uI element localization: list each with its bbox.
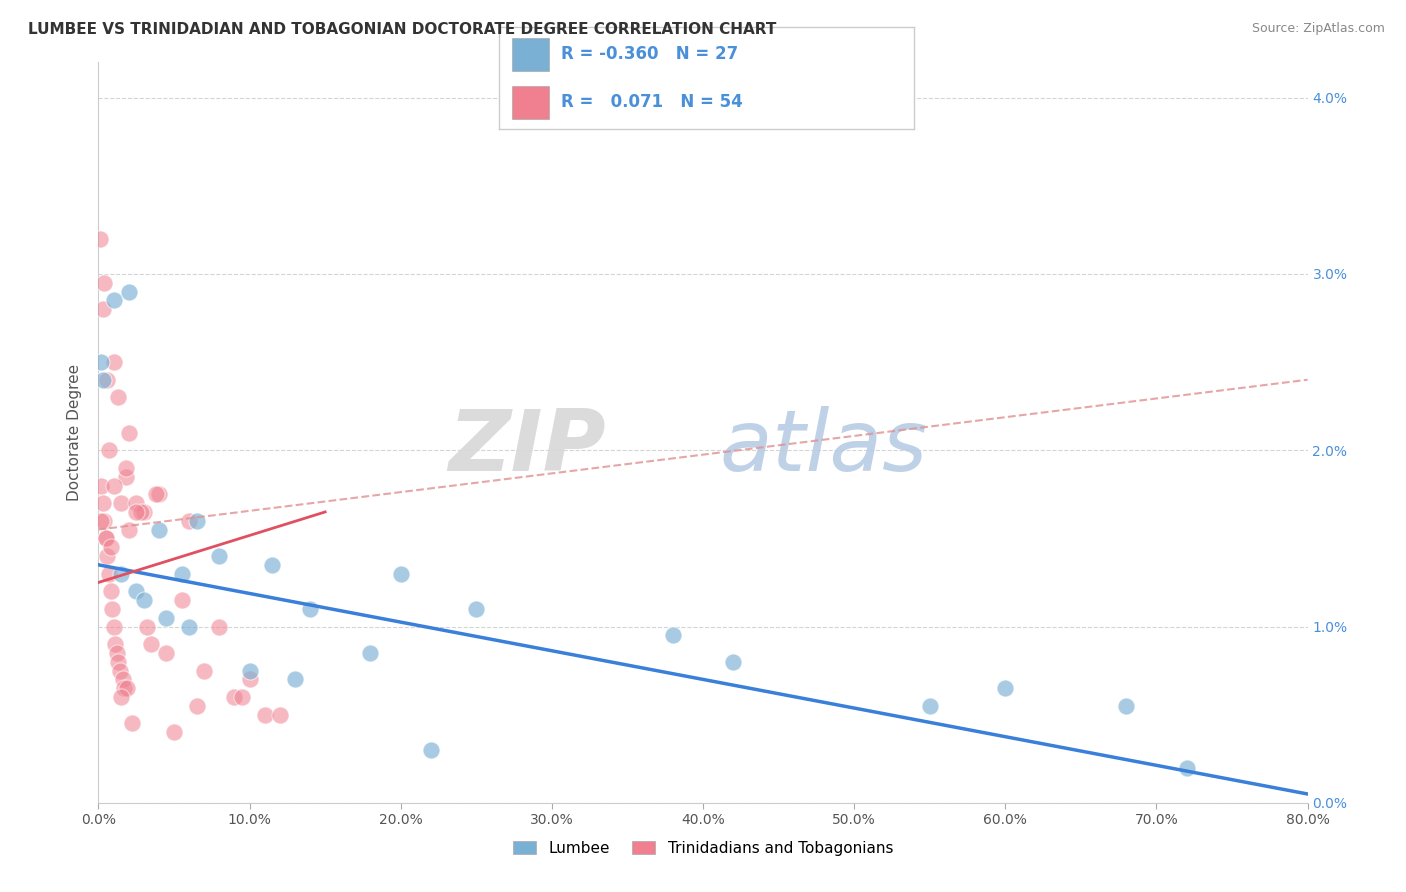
Point <box>155 610 177 624</box>
Point <box>145 487 167 501</box>
Point <box>110 566 132 581</box>
Point <box>420 743 443 757</box>
Point <box>135 619 157 633</box>
Point <box>186 698 208 713</box>
Point <box>93 276 115 290</box>
Point <box>103 293 125 308</box>
Point <box>110 690 132 704</box>
Point <box>108 664 131 678</box>
Point <box>90 514 112 528</box>
Point <box>100 584 122 599</box>
Point <box>132 505 155 519</box>
Point <box>111 673 134 687</box>
Point <box>107 390 129 404</box>
Point <box>118 523 141 537</box>
Point <box>114 469 136 483</box>
Point <box>155 646 177 660</box>
Point <box>994 681 1017 696</box>
Point <box>100 540 122 554</box>
Point <box>389 566 412 581</box>
Point <box>91 302 114 317</box>
Point <box>118 285 141 299</box>
Point <box>208 549 231 563</box>
Point <box>239 664 262 678</box>
Point <box>661 628 683 642</box>
Point <box>103 619 125 633</box>
Point <box>148 523 170 537</box>
Point <box>148 487 170 501</box>
Point <box>132 593 155 607</box>
Point <box>163 725 186 739</box>
Y-axis label: Doctorate Degree: Doctorate Degree <box>67 364 83 501</box>
Point <box>112 681 135 696</box>
Point <box>89 232 111 246</box>
Point <box>170 593 193 607</box>
Point <box>224 690 246 704</box>
Point <box>98 443 121 458</box>
Point <box>253 707 276 722</box>
Point <box>125 496 148 510</box>
Point <box>94 532 117 546</box>
Point <box>96 549 118 563</box>
Point <box>129 505 152 519</box>
Point <box>90 478 112 492</box>
Point <box>103 478 125 492</box>
Point <box>98 566 121 581</box>
Point <box>121 716 143 731</box>
FancyBboxPatch shape <box>512 87 548 119</box>
Text: R =   0.071   N = 54: R = 0.071 N = 54 <box>561 93 744 111</box>
Point <box>284 673 307 687</box>
Point <box>1115 698 1137 713</box>
Point <box>918 698 941 713</box>
Point <box>105 646 128 660</box>
Point <box>170 566 193 581</box>
Point <box>110 496 132 510</box>
Point <box>91 373 114 387</box>
Point <box>231 690 253 704</box>
Point <box>90 355 112 369</box>
Point <box>179 514 201 528</box>
Point <box>465 602 488 616</box>
Point <box>125 505 148 519</box>
Point <box>262 558 284 572</box>
FancyBboxPatch shape <box>512 38 548 70</box>
Point <box>179 619 201 633</box>
Point <box>104 637 127 651</box>
Point <box>103 355 125 369</box>
Point <box>107 655 129 669</box>
Point <box>141 637 163 651</box>
Point <box>360 646 382 660</box>
Point <box>193 664 215 678</box>
Point <box>239 673 262 687</box>
Point <box>115 681 138 696</box>
Point <box>1175 760 1198 774</box>
Text: LUMBEE VS TRINIDADIAN AND TOBAGONIAN DOCTORATE DEGREE CORRELATION CHART: LUMBEE VS TRINIDADIAN AND TOBAGONIAN DOC… <box>28 22 776 37</box>
Text: Source: ZipAtlas.com: Source: ZipAtlas.com <box>1251 22 1385 36</box>
Text: ZIP: ZIP <box>449 406 606 489</box>
Legend: Lumbee, Trinidadians and Tobagonians: Lumbee, Trinidadians and Tobagonians <box>506 835 900 862</box>
Point <box>269 707 291 722</box>
Point <box>299 602 322 616</box>
Point <box>723 655 745 669</box>
Point <box>114 461 136 475</box>
Text: atlas: atlas <box>720 406 928 489</box>
Point <box>94 532 117 546</box>
Point <box>208 619 231 633</box>
Point <box>93 514 115 528</box>
Point <box>118 425 141 440</box>
Text: R = -0.360   N = 27: R = -0.360 N = 27 <box>561 45 738 63</box>
Point <box>186 514 208 528</box>
Point <box>96 373 118 387</box>
Point <box>91 496 114 510</box>
Point <box>125 584 148 599</box>
Point <box>101 602 124 616</box>
